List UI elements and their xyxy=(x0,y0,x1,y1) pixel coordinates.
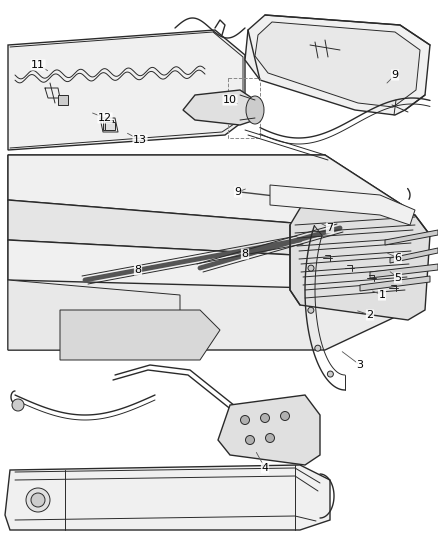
Text: 9: 9 xyxy=(234,187,242,197)
Polygon shape xyxy=(183,90,255,125)
Text: 9: 9 xyxy=(392,70,399,80)
Text: 2: 2 xyxy=(367,310,374,320)
Polygon shape xyxy=(270,185,415,225)
Circle shape xyxy=(240,416,250,424)
Polygon shape xyxy=(8,200,410,260)
Text: 6: 6 xyxy=(395,253,402,263)
Polygon shape xyxy=(245,15,430,115)
Circle shape xyxy=(265,433,275,442)
Circle shape xyxy=(246,435,254,445)
Circle shape xyxy=(315,345,321,351)
Text: 10: 10 xyxy=(223,95,237,105)
Circle shape xyxy=(31,493,45,507)
Polygon shape xyxy=(8,30,245,150)
Polygon shape xyxy=(255,22,420,107)
Text: 4: 4 xyxy=(261,463,268,473)
Polygon shape xyxy=(8,240,410,290)
Polygon shape xyxy=(218,395,320,465)
Circle shape xyxy=(280,411,290,421)
Polygon shape xyxy=(360,276,430,291)
Circle shape xyxy=(308,307,314,313)
Ellipse shape xyxy=(246,96,264,124)
Circle shape xyxy=(308,265,314,271)
Text: 8: 8 xyxy=(134,265,141,275)
Polygon shape xyxy=(105,122,115,130)
Polygon shape xyxy=(390,248,438,263)
Polygon shape xyxy=(103,120,113,130)
Polygon shape xyxy=(8,280,180,350)
Polygon shape xyxy=(370,264,438,278)
Polygon shape xyxy=(290,200,430,320)
Text: 7: 7 xyxy=(326,223,334,233)
Polygon shape xyxy=(60,310,220,360)
Polygon shape xyxy=(385,230,438,245)
Text: 1: 1 xyxy=(378,290,385,300)
Text: 11: 11 xyxy=(31,60,45,70)
Text: 3: 3 xyxy=(357,360,364,370)
Polygon shape xyxy=(8,155,410,350)
Circle shape xyxy=(26,488,50,512)
Text: 12: 12 xyxy=(98,113,112,123)
Text: 5: 5 xyxy=(395,273,402,283)
Text: 13: 13 xyxy=(133,135,147,145)
Polygon shape xyxy=(8,155,410,230)
Circle shape xyxy=(12,399,24,411)
Circle shape xyxy=(327,371,333,377)
Text: 8: 8 xyxy=(241,249,248,259)
Polygon shape xyxy=(5,465,330,530)
Circle shape xyxy=(261,414,269,423)
Polygon shape xyxy=(58,95,68,105)
